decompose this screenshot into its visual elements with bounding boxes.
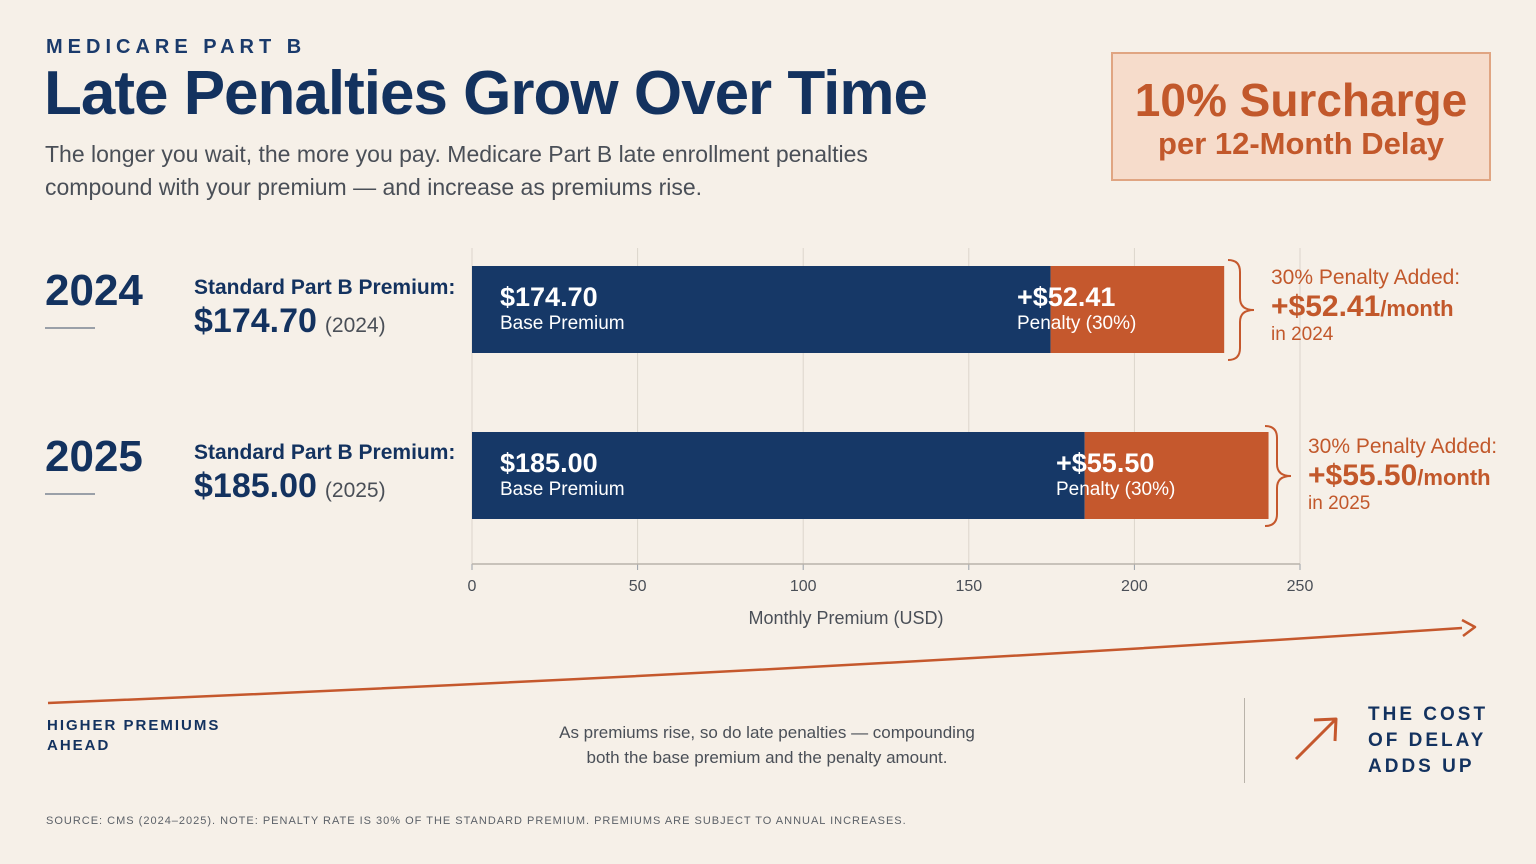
footer-cost-of-delay: THE COST OF DELAY ADDS UP [1368, 704, 1489, 777]
base-value: $185.00 [500, 448, 598, 478]
annotation-year: in 2024 [1271, 324, 1334, 345]
row-year-2025: 2025 [45, 432, 143, 481]
annotation-title: 30% Penalty Added: [1271, 266, 1461, 289]
subtitle-line-2: compound with your premium — and increas… [45, 174, 703, 200]
page-subtitle: The longer you wait, the more you pay. M… [45, 138, 945, 204]
premium-year: (2025) [324, 479, 386, 502]
bracket-2025 [1264, 425, 1292, 527]
trend-arrow-line [47, 626, 1463, 705]
annotation-amount: +$52.41/month [1271, 290, 1454, 323]
annotation-amount: +$55.50/month [1308, 459, 1491, 492]
x-tick-label: 0 [468, 578, 477, 595]
penalty-annotation-2025: 30% Penalty Added: +$55.50/month in 2025 [1308, 435, 1497, 515]
penalty-bar-2024 [1050, 266, 1225, 353]
x-tick-label: 100 [790, 578, 817, 595]
premium-value: $185.00 (2025) [194, 467, 386, 506]
premium-year: (2024) [324, 314, 386, 337]
base-label-2024: $174.70 Base Premium [500, 282, 625, 335]
source-note: SOURCE: CMS (2024–2025). NOTE: PENALTY R… [46, 815, 907, 827]
penalty-sub: Penalty (30%) [1056, 479, 1176, 500]
premium-label: Standard Part B Premium: [194, 441, 456, 464]
year-divider [45, 327, 95, 329]
base-sub: Base Premium [500, 313, 625, 334]
x-tick-label: 50 [629, 578, 647, 595]
premium-amount: $174.70 [194, 302, 317, 340]
surcharge-callout: 10% Surcharge per 12-Month Delay [1111, 52, 1491, 181]
penalty-bar-2025 [1084, 432, 1269, 519]
base-sub: Base Premium [500, 479, 625, 500]
penalty-annotation-2024: 30% Penalty Added: +$52.41/month in 2024 [1271, 266, 1460, 346]
subtitle-line-1: The longer you wait, the more you pay. M… [45, 141, 868, 167]
trend-arrow-head [1461, 618, 1477, 637]
penalty-value: +$55.50 [1056, 448, 1155, 478]
year-divider [45, 493, 95, 495]
eyebrow-label: MEDICARE PART B [46, 36, 307, 58]
bracket-2024 [1227, 259, 1255, 361]
trend-up-icon [1294, 717, 1338, 761]
footer-higher-premiums: HIGHER PREMIUMS AHEAD [47, 717, 221, 754]
base-bar-2025 [472, 432, 1085, 519]
base-label-2025: $185.00 Base Premium [500, 448, 625, 501]
x-axis-label: Monthly Premium (USD) [748, 608, 943, 628]
footer-note: As premiums rise, so do late penalties —… [559, 723, 975, 767]
penalty-label-2024: +$52.41 Penalty (30%) [1017, 282, 1136, 335]
premium-value: $174.70 (2024) [194, 302, 386, 341]
base-bar-2024 [472, 266, 1051, 353]
page-title: Late Penalties Grow Over Time [44, 59, 928, 128]
chart-ticks: 0 50 100 150 200 250 [468, 563, 1314, 595]
footer-divider [1244, 698, 1245, 783]
premium-amount: $185.00 [194, 467, 317, 505]
row-year-2024: 2024 [45, 266, 143, 315]
annotation-title: 30% Penalty Added: [1308, 435, 1498, 458]
x-tick-label: 150 [955, 578, 982, 595]
penalty-sub: Penalty (30%) [1017, 313, 1137, 334]
penalty-value: +$52.41 [1017, 282, 1116, 312]
callout-main: 10% Surcharge [1134, 74, 1468, 126]
base-value: $174.70 [500, 282, 598, 312]
chart-bars [472, 266, 1269, 519]
callout-sub: per 12-Month Delay [1158, 126, 1444, 161]
x-tick-label: 250 [1287, 578, 1314, 595]
penalty-label-2025: +$55.50 Penalty (30%) [1056, 448, 1175, 501]
x-tick-label: 200 [1121, 578, 1148, 595]
premium-label: Standard Part B Premium: [194, 276, 456, 299]
annotation-year: in 2025 [1308, 493, 1371, 514]
